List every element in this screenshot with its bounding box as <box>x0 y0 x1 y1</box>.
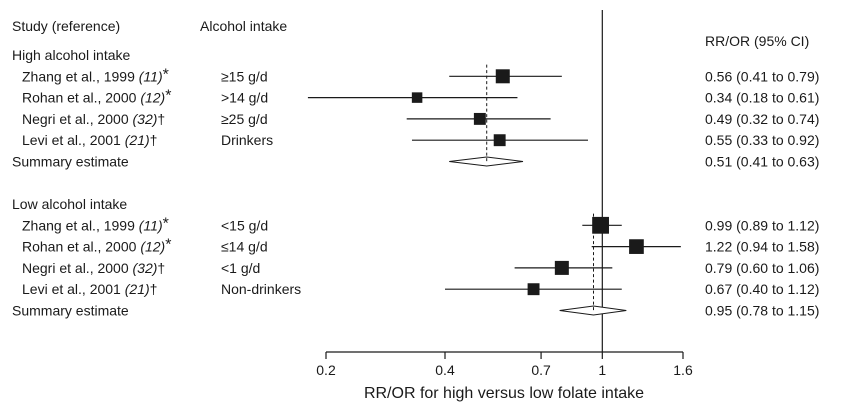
study-reference: (32) <box>133 260 158 276</box>
study-label: Levi et al., 2001 (21)† <box>22 132 157 148</box>
point-estimate-square <box>527 283 540 296</box>
point-estimate-square <box>493 134 506 147</box>
x-tick-label: 0.2 <box>316 362 336 378</box>
study-label: Negri et al., 2000 (32)† <box>22 260 165 276</box>
estimate-ci-text: 0.79 (0.60 to 1.06) <box>705 260 819 276</box>
study-mark: * <box>165 88 171 105</box>
x-tick-label: 1 <box>598 362 606 378</box>
summary-ci-text: 0.51 (0.41 to 0.63) <box>705 154 819 170</box>
study-label: Rohan et al., 2000 (12)* <box>22 237 171 255</box>
x-tick-label: 0.7 <box>531 362 551 378</box>
estimate-ci-text: 0.67 (0.40 to 1.12) <box>705 281 819 297</box>
summary-label: Summary estimate <box>12 154 129 170</box>
study-mark: † <box>157 260 165 276</box>
study-mark: * <box>163 215 169 232</box>
study-author: Zhang et al., 1999 <box>22 217 139 233</box>
study-label: Rohan et al., 2000 (12)* <box>22 88 171 106</box>
alcohol-intake-label: ≥25 g/d <box>221 111 268 127</box>
study-author: Negri et al., 2000 <box>22 111 133 127</box>
study-mark: † <box>157 111 165 127</box>
study-reference: (12) <box>140 239 165 255</box>
study-reference: (11) <box>139 217 163 233</box>
alcohol-intake-label: >14 g/d <box>221 90 268 106</box>
point-estimate-square <box>495 69 510 84</box>
summary-ci-text: 0.95 (0.78 to 1.15) <box>705 303 819 319</box>
study-reference: (11) <box>139 68 163 84</box>
point-estimate-square <box>411 92 423 103</box>
estimate-ci-text: 0.99 (0.89 to 1.12) <box>705 217 819 233</box>
x-axis: 0.2 0.4 0.7 1 1.6 <box>316 351 693 378</box>
study-label: Zhang et al., 1999 (11)* <box>22 66 169 84</box>
alcohol-intake-label: <1 g/d <box>221 260 260 276</box>
study-reference: (12) <box>140 90 165 106</box>
group-label: High alcohol intake <box>12 47 131 63</box>
estimate-ci-text: 0.34 (0.18 to 0.61) <box>705 90 819 106</box>
point-estimate-square <box>592 216 609 234</box>
study-author: Rohan et al., 2000 <box>22 90 140 106</box>
alcohol-intake-label: <15 g/d <box>221 217 268 233</box>
study-mark: † <box>150 132 158 148</box>
x-axis-label: RR/OR for high versus low folate intake <box>364 385 644 402</box>
study-author: Levi et al., 2001 <box>22 132 125 148</box>
study-mark: * <box>165 237 171 254</box>
study-reference: (21) <box>125 132 150 148</box>
point-estimate-square <box>629 239 644 254</box>
point-estimate-square <box>473 112 486 125</box>
summary-label: Summary estimate <box>12 303 129 319</box>
alcohol-intake-label: Non-drinkers <box>221 281 301 297</box>
estimate-ci-text: 0.55 (0.33 to 0.92) <box>705 132 819 148</box>
study-author: Zhang et al., 1999 <box>22 68 139 84</box>
study-author: Levi et al., 2001 <box>22 281 125 297</box>
study-mark: † <box>150 281 158 297</box>
header-study: Study (reference) <box>12 18 120 34</box>
forest-rows: High alcohol intake Zhang et al., 1999 (1… <box>12 10 819 352</box>
study-mark: * <box>163 66 169 83</box>
estimate-ci-text: 0.56 (0.41 to 0.79) <box>705 68 819 84</box>
summary-diamond <box>449 156 524 167</box>
estimate-ci-text: 1.22 (0.94 to 1.58) <box>705 239 819 255</box>
point-estimate-square <box>554 260 569 275</box>
x-tick-label: 1.6 <box>673 362 693 378</box>
study-label: Negri et al., 2000 (32)† <box>22 111 165 127</box>
alcohol-intake-label: ≥15 g/d <box>221 68 268 84</box>
summary-diamond <box>559 305 627 316</box>
study-reference: (32) <box>133 111 158 127</box>
header-alcohol-intake: Alcohol intake <box>200 18 287 34</box>
study-label: Levi et al., 2001 (21)† <box>22 281 157 297</box>
header-estimate: RR/OR (95% CI) <box>705 33 809 49</box>
group-label: Low alcohol intake <box>12 196 127 212</box>
estimate-ci-text: 0.49 (0.32 to 0.74) <box>705 111 819 127</box>
study-label: Zhang et al., 1999 (11)* <box>22 215 169 233</box>
study-author: Rohan et al., 2000 <box>22 239 140 255</box>
study-author: Negri et al., 2000 <box>22 260 133 276</box>
alcohol-intake-label: Drinkers <box>221 132 273 148</box>
x-tick-label: 0.4 <box>435 362 455 378</box>
alcohol-intake-label: ≤14 g/d <box>221 239 268 255</box>
study-reference: (21) <box>125 281 150 297</box>
